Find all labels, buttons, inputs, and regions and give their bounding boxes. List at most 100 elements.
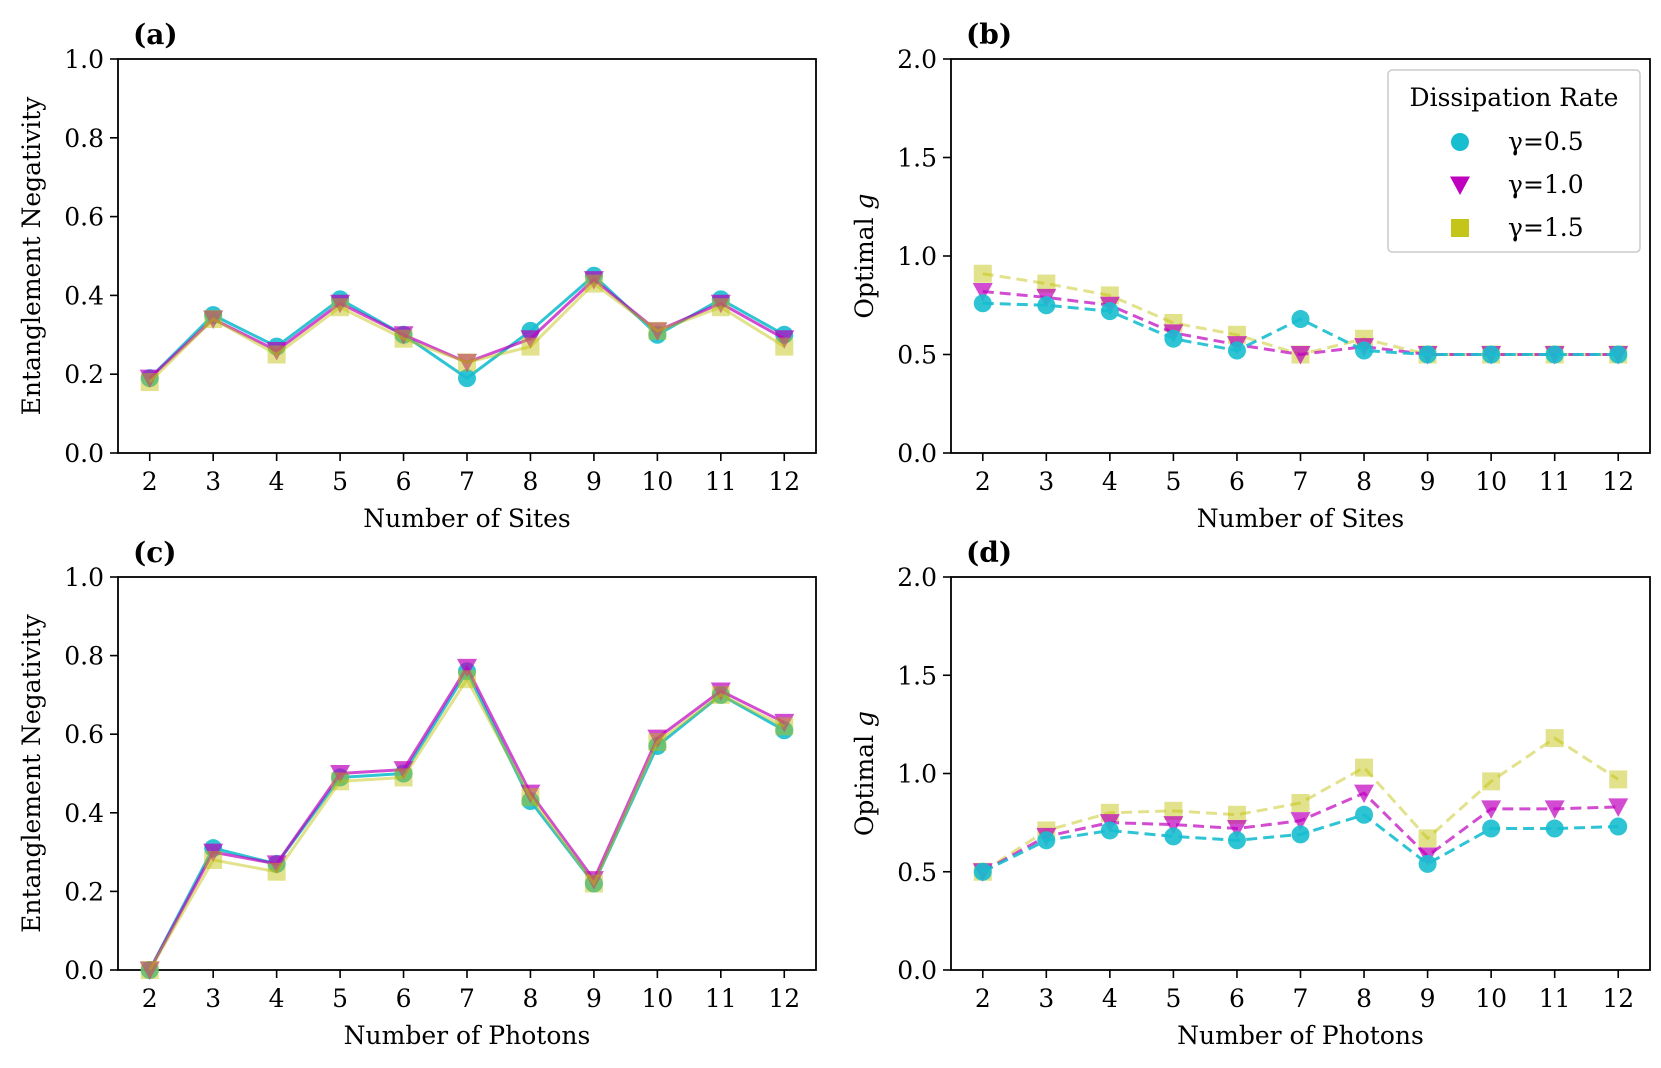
series-3 — [140, 274, 794, 392]
data-point — [774, 713, 795, 733]
x-tick-label: 12 — [768, 467, 800, 496]
data-point — [1291, 793, 1310, 812]
data-point — [458, 670, 476, 689]
data-point — [1037, 296, 1056, 315]
y-tick-label: 0.5 — [897, 858, 937, 887]
data-point — [140, 373, 159, 392]
data-point — [1481, 800, 1502, 819]
data-point — [1227, 341, 1246, 360]
series-3 — [140, 670, 794, 979]
x-tick-label: 9 — [586, 467, 602, 496]
x-tick-label: 5 — [1165, 984, 1181, 1013]
data-point — [1037, 831, 1056, 850]
data-point — [393, 326, 414, 345]
x-tick-label: 3 — [205, 467, 221, 496]
series-1 — [973, 294, 1628, 364]
x-tick-label: 7 — [459, 467, 475, 496]
y-tick-label: 0.2 — [64, 360, 104, 389]
x-tick-label: 5 — [332, 984, 348, 1013]
x-tick-label: 3 — [205, 984, 221, 1013]
data-point — [1609, 770, 1628, 789]
y-tick-label: 0.8 — [64, 124, 104, 153]
y-tick-label: 2.0 — [897, 563, 937, 592]
data-point — [1037, 274, 1056, 293]
axes-frame — [117, 58, 817, 454]
panel-label: (a) — [133, 18, 178, 51]
series-line — [981, 736, 1620, 874]
x-tick-label: 6 — [396, 984, 412, 1013]
data-point — [1163, 816, 1184, 835]
x-tick-label: 7 — [1293, 984, 1309, 1013]
circle-marker-icon — [1451, 133, 1469, 151]
y-axis-label: Entanglement Negativity — [17, 96, 46, 416]
x-tick-label: 11 — [1539, 467, 1571, 496]
x-tick-label: 5 — [332, 467, 348, 496]
data-point — [204, 850, 223, 869]
x-tick-label: 3 — [1038, 984, 1054, 1013]
series-3 — [973, 729, 1628, 881]
panel-label: (d) — [966, 536, 1012, 569]
x-tick-label: 7 — [459, 984, 475, 1013]
x-tick-label: 8 — [523, 984, 539, 1013]
data-point — [711, 685, 730, 704]
legend-title: Dissipation Rate — [1410, 83, 1619, 112]
data-point — [973, 294, 992, 313]
data-point — [394, 768, 413, 787]
legend-entry: γ=1.0 — [1450, 170, 1584, 199]
data-point — [710, 682, 731, 701]
x-tick-label: 11 — [705, 467, 737, 496]
x-tick-label: 10 — [1475, 467, 1507, 496]
series-line — [148, 281, 786, 384]
x-tick-label: 11 — [1539, 984, 1571, 1013]
data-point — [203, 310, 224, 330]
series-line — [148, 664, 785, 971]
data-point — [1418, 345, 1437, 364]
y-tick-label: 0.6 — [64, 720, 104, 749]
data-point — [204, 310, 223, 329]
data-point — [647, 729, 668, 749]
panel-label: (b) — [966, 18, 1012, 51]
y-tick-label: 0.4 — [64, 281, 104, 310]
data-point — [1226, 820, 1247, 839]
data-point — [583, 271, 604, 290]
axes-frame — [117, 576, 817, 971]
data-point — [393, 761, 414, 780]
x-tick-label: 8 — [1356, 467, 1372, 496]
data-point — [1608, 798, 1629, 817]
data-point — [1482, 345, 1501, 364]
legend-entry: γ=1.5 — [1451, 213, 1584, 242]
data-point — [267, 345, 286, 364]
x-tick-label: 2 — [975, 467, 991, 496]
data-point — [1290, 812, 1311, 831]
x-tick-label: 6 — [1229, 984, 1245, 1013]
x-tick-label: 9 — [1420, 984, 1436, 1013]
data-point — [1545, 819, 1564, 838]
x-tick-label: 6 — [1229, 467, 1245, 496]
x-tick-label: 4 — [269, 984, 285, 1013]
y-tick-label: 0.5 — [897, 341, 937, 370]
data-point — [583, 871, 604, 890]
data-point — [584, 274, 603, 293]
x-axis-label: Number of Photons — [1177, 1021, 1424, 1050]
x-tick-label: 12 — [768, 984, 800, 1013]
data-point — [1227, 805, 1246, 824]
data-point — [1355, 805, 1374, 824]
legend-label: γ=0.5 — [1508, 127, 1584, 156]
data-point — [330, 294, 351, 314]
y-tick-label: 0.2 — [64, 877, 104, 906]
legend-entry: γ=0.5 — [1451, 127, 1584, 156]
data-point — [1164, 801, 1183, 820]
y-tick-label: 0.6 — [64, 203, 104, 232]
x-tick-label: 6 — [396, 467, 412, 496]
data-point — [1164, 329, 1183, 348]
panel-d: 0.0 0.5 1.0 1.5 2.0 2 3 4 5 6 7 8 9 10 11 12 Number of P… — [850, 536, 1651, 1050]
y-tick-label: 0.0 — [897, 439, 937, 468]
series-2 — [139, 658, 795, 980]
x-axis-label: Number of Photons — [344, 1021, 591, 1050]
y-tick-label: 0.0 — [897, 956, 937, 985]
x-tick-label: 2 — [142, 467, 158, 496]
data-point — [1482, 819, 1501, 838]
data-point — [648, 321, 667, 340]
data-point — [774, 330, 795, 349]
